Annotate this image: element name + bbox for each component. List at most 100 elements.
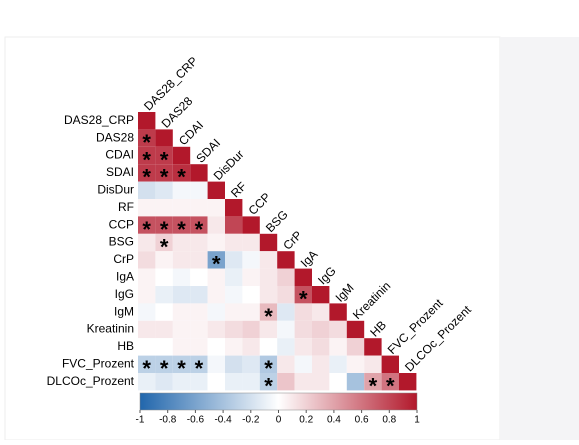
cell [381, 355, 399, 373]
significance-star: * [160, 234, 169, 259]
cell [138, 112, 156, 130]
cell [294, 286, 312, 304]
cell [225, 233, 243, 252]
colorbar-tick-label: -0.6 [187, 415, 205, 426]
cell [155, 164, 173, 182]
cell [155, 303, 173, 321]
cell [172, 146, 191, 165]
cell [190, 373, 208, 391]
cell [259, 373, 278, 391]
cell [364, 373, 382, 391]
cell [259, 268, 278, 286]
colorbar-tick-label: -0.2 [242, 415, 260, 426]
cell [242, 338, 260, 356]
cell [329, 338, 347, 356]
cell [190, 320, 208, 339]
row-label: DAS28 [96, 130, 134, 144]
cell [172, 268, 191, 286]
cell [172, 251, 191, 269]
cell [259, 320, 278, 339]
significance-star: * [177, 217, 186, 242]
cell [190, 286, 208, 304]
significance-star: * [212, 252, 221, 277]
cell [155, 216, 173, 234]
significance-star: * [142, 147, 151, 172]
row-label: IgG [115, 287, 134, 301]
significance-star: * [160, 356, 169, 381]
cell [172, 355, 191, 373]
cell [172, 373, 191, 391]
cell [138, 303, 156, 321]
cell [225, 286, 243, 304]
cell [329, 303, 347, 321]
cell [190, 355, 208, 373]
row-label: RF [118, 200, 134, 214]
cell [294, 338, 312, 356]
colorbar-tick-label: 0.6 [355, 415, 369, 426]
cell [190, 164, 208, 182]
cell [138, 216, 156, 234]
cell [138, 181, 156, 199]
cell [155, 355, 173, 373]
cell [225, 251, 243, 269]
significance-star: * [160, 147, 169, 172]
significance-star: * [160, 165, 169, 190]
cell [277, 338, 295, 356]
cell [312, 303, 330, 321]
cell [138, 199, 156, 217]
cell [242, 355, 260, 373]
cell [242, 286, 260, 304]
cell [242, 303, 260, 321]
cell [190, 251, 208, 269]
cell [172, 164, 191, 182]
cell [190, 181, 208, 199]
cell [207, 233, 225, 252]
cell [294, 320, 312, 339]
cell [312, 338, 330, 356]
cell [207, 286, 225, 304]
cell [277, 303, 295, 321]
cell [225, 355, 243, 373]
cell [190, 216, 208, 234]
cell [294, 303, 312, 321]
significance-star: * [369, 374, 378, 399]
cell [329, 320, 347, 339]
cell [329, 373, 347, 391]
cell [259, 251, 278, 269]
cell [155, 146, 173, 165]
cell [190, 268, 208, 286]
significance-star: * [142, 165, 151, 190]
cell [242, 251, 260, 269]
cell [172, 216, 191, 234]
cell [138, 251, 156, 269]
row-label: IgA [116, 269, 134, 283]
row-label: BSG [109, 235, 134, 249]
colorbar-tick-label: 0.8 [382, 415, 396, 426]
row-label: CCP [109, 217, 134, 231]
cell [277, 286, 295, 304]
row-label: HB [117, 339, 134, 353]
row-label: IgM [114, 304, 134, 318]
cell [155, 129, 173, 147]
row-label: DisDur [97, 182, 134, 196]
cell [364, 338, 382, 356]
cell [138, 268, 156, 286]
cell [225, 303, 243, 321]
cell [346, 355, 365, 373]
cell [207, 251, 225, 269]
cell [277, 268, 295, 286]
cell [155, 286, 173, 304]
cell [346, 373, 365, 391]
significance-star: * [195, 217, 204, 242]
cell [277, 355, 295, 373]
cell [294, 373, 312, 391]
colorbar-tick-label: 0.4 [327, 415, 341, 426]
cell [242, 268, 260, 286]
cell [155, 373, 173, 391]
cell [190, 338, 208, 356]
cell [364, 355, 382, 373]
significance-star: * [264, 356, 273, 381]
colorbar-tick-label: 0.2 [299, 415, 313, 426]
cell [399, 373, 417, 391]
